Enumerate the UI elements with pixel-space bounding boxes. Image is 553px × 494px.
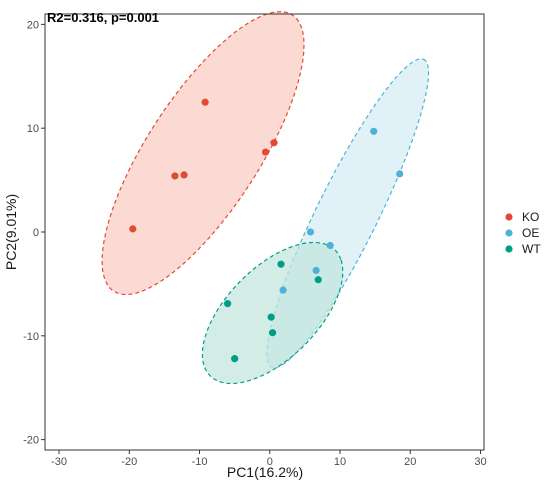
x-tick-label: 0 [267, 456, 273, 468]
point-wt [224, 300, 232, 308]
y-tick-label: 20 [27, 19, 39, 31]
legend-label-ko: KO [522, 210, 539, 224]
y-tick-label: 0 [33, 227, 39, 239]
x-tick-label: 30 [474, 456, 486, 468]
x-tick-label: 10 [334, 456, 346, 468]
point-ko [261, 148, 270, 156]
point-ko [171, 172, 179, 180]
x-axis: -30 -20 -10 0 10 20 30 [51, 450, 487, 468]
legend-key-ko [505, 213, 513, 221]
point-wt [267, 313, 275, 321]
point-wt [314, 276, 322, 284]
y-axis-title: PC2(9.01%) [3, 194, 19, 270]
legend-key-oe [505, 229, 513, 237]
y-tick-label: -10 [23, 331, 39, 343]
point-wt [268, 329, 277, 337]
x-tick-label: -20 [121, 456, 137, 468]
point-oe [312, 266, 320, 275]
legend: KO OE WT [505, 210, 541, 256]
x-axis-title: PC1(16.2%) [227, 464, 303, 480]
x-tick-label: -10 [192, 456, 208, 468]
point-oe [306, 228, 315, 236]
ellipse-layer [101, 11, 430, 385]
x-tick-label: 20 [404, 456, 416, 468]
y-axis: -20 -10 0 10 20 [23, 19, 45, 447]
point-oe [326, 241, 334, 250]
point-oe [279, 286, 287, 294]
legend-label-oe: OE [522, 226, 539, 240]
point-ko [129, 225, 137, 233]
x-tick-label: -30 [51, 456, 67, 468]
stats-annotation: R2=0.316, p=0.001 [47, 10, 159, 25]
legend-key-wt [505, 245, 513, 253]
point-wt [277, 260, 285, 268]
point-wt [231, 355, 239, 363]
ellipse-wt [201, 241, 344, 385]
y-tick-label: -20 [23, 435, 39, 447]
point-ko [270, 139, 278, 147]
point-ko [180, 171, 188, 179]
y-tick-label: 10 [27, 123, 39, 135]
point-oe [396, 170, 404, 178]
point-oe [370, 127, 378, 135]
point-layer [129, 98, 404, 363]
ellipse-ko [101, 11, 305, 296]
legend-label-wt: WT [522, 242, 541, 256]
point-ko [201, 98, 209, 106]
